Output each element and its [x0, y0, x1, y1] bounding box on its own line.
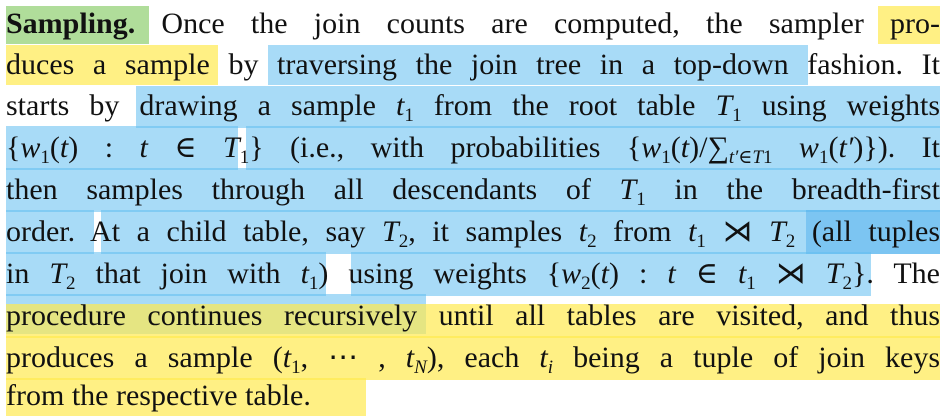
text-line-1: Sampling. Once the join counts are compu… — [6, 2, 940, 46]
line-2-text: duces a sample by traversing the join tr… — [6, 48, 940, 81]
text-line-7: in T2 that join with t1) using weights {… — [6, 252, 940, 296]
text-line-6: order. At a child table, say T2, it samp… — [6, 210, 940, 254]
text-line-9: produces a sample (t1, ⋯ , tN), each ti … — [6, 336, 940, 380]
text-line-5: then samples through all descendants of … — [6, 168, 940, 212]
line-1-text: Once the join counts are computed, the s… — [135, 7, 940, 40]
paragraph-heading: Sampling. — [6, 7, 136, 40]
line-9-text: produces a sample (t1, ⋯ , tN), each ti … — [6, 341, 940, 378]
text-line-8: procedure continues recursively until al… — [6, 294, 940, 338]
text-line-3: starts by drawing a sample t1 from the r… — [6, 84, 940, 128]
line-3-text: starts by drawing a sample t1 from the r… — [6, 89, 940, 126]
text-line-4: {w1(t) : t ∈ T1} (i.e., with probabiliti… — [6, 126, 940, 170]
line-7-text: in T2 that join with t1) using weights {… — [6, 257, 940, 294]
line-8-text: procedure continues recursively until al… — [6, 299, 940, 332]
text-line-2: duces a sample by traversing the join tr… — [6, 43, 940, 87]
line-10-text: from the respective table. — [6, 379, 311, 412]
text-line-10: from the respective table. — [6, 374, 940, 418]
line-4-text: {w1(t) : t ∈ T1} (i.e., with probabiliti… — [6, 131, 941, 168]
line-6-text: order. At a child table, say T2, it samp… — [6, 215, 941, 252]
line-5-text: then samples through all descendants of … — [6, 173, 940, 210]
